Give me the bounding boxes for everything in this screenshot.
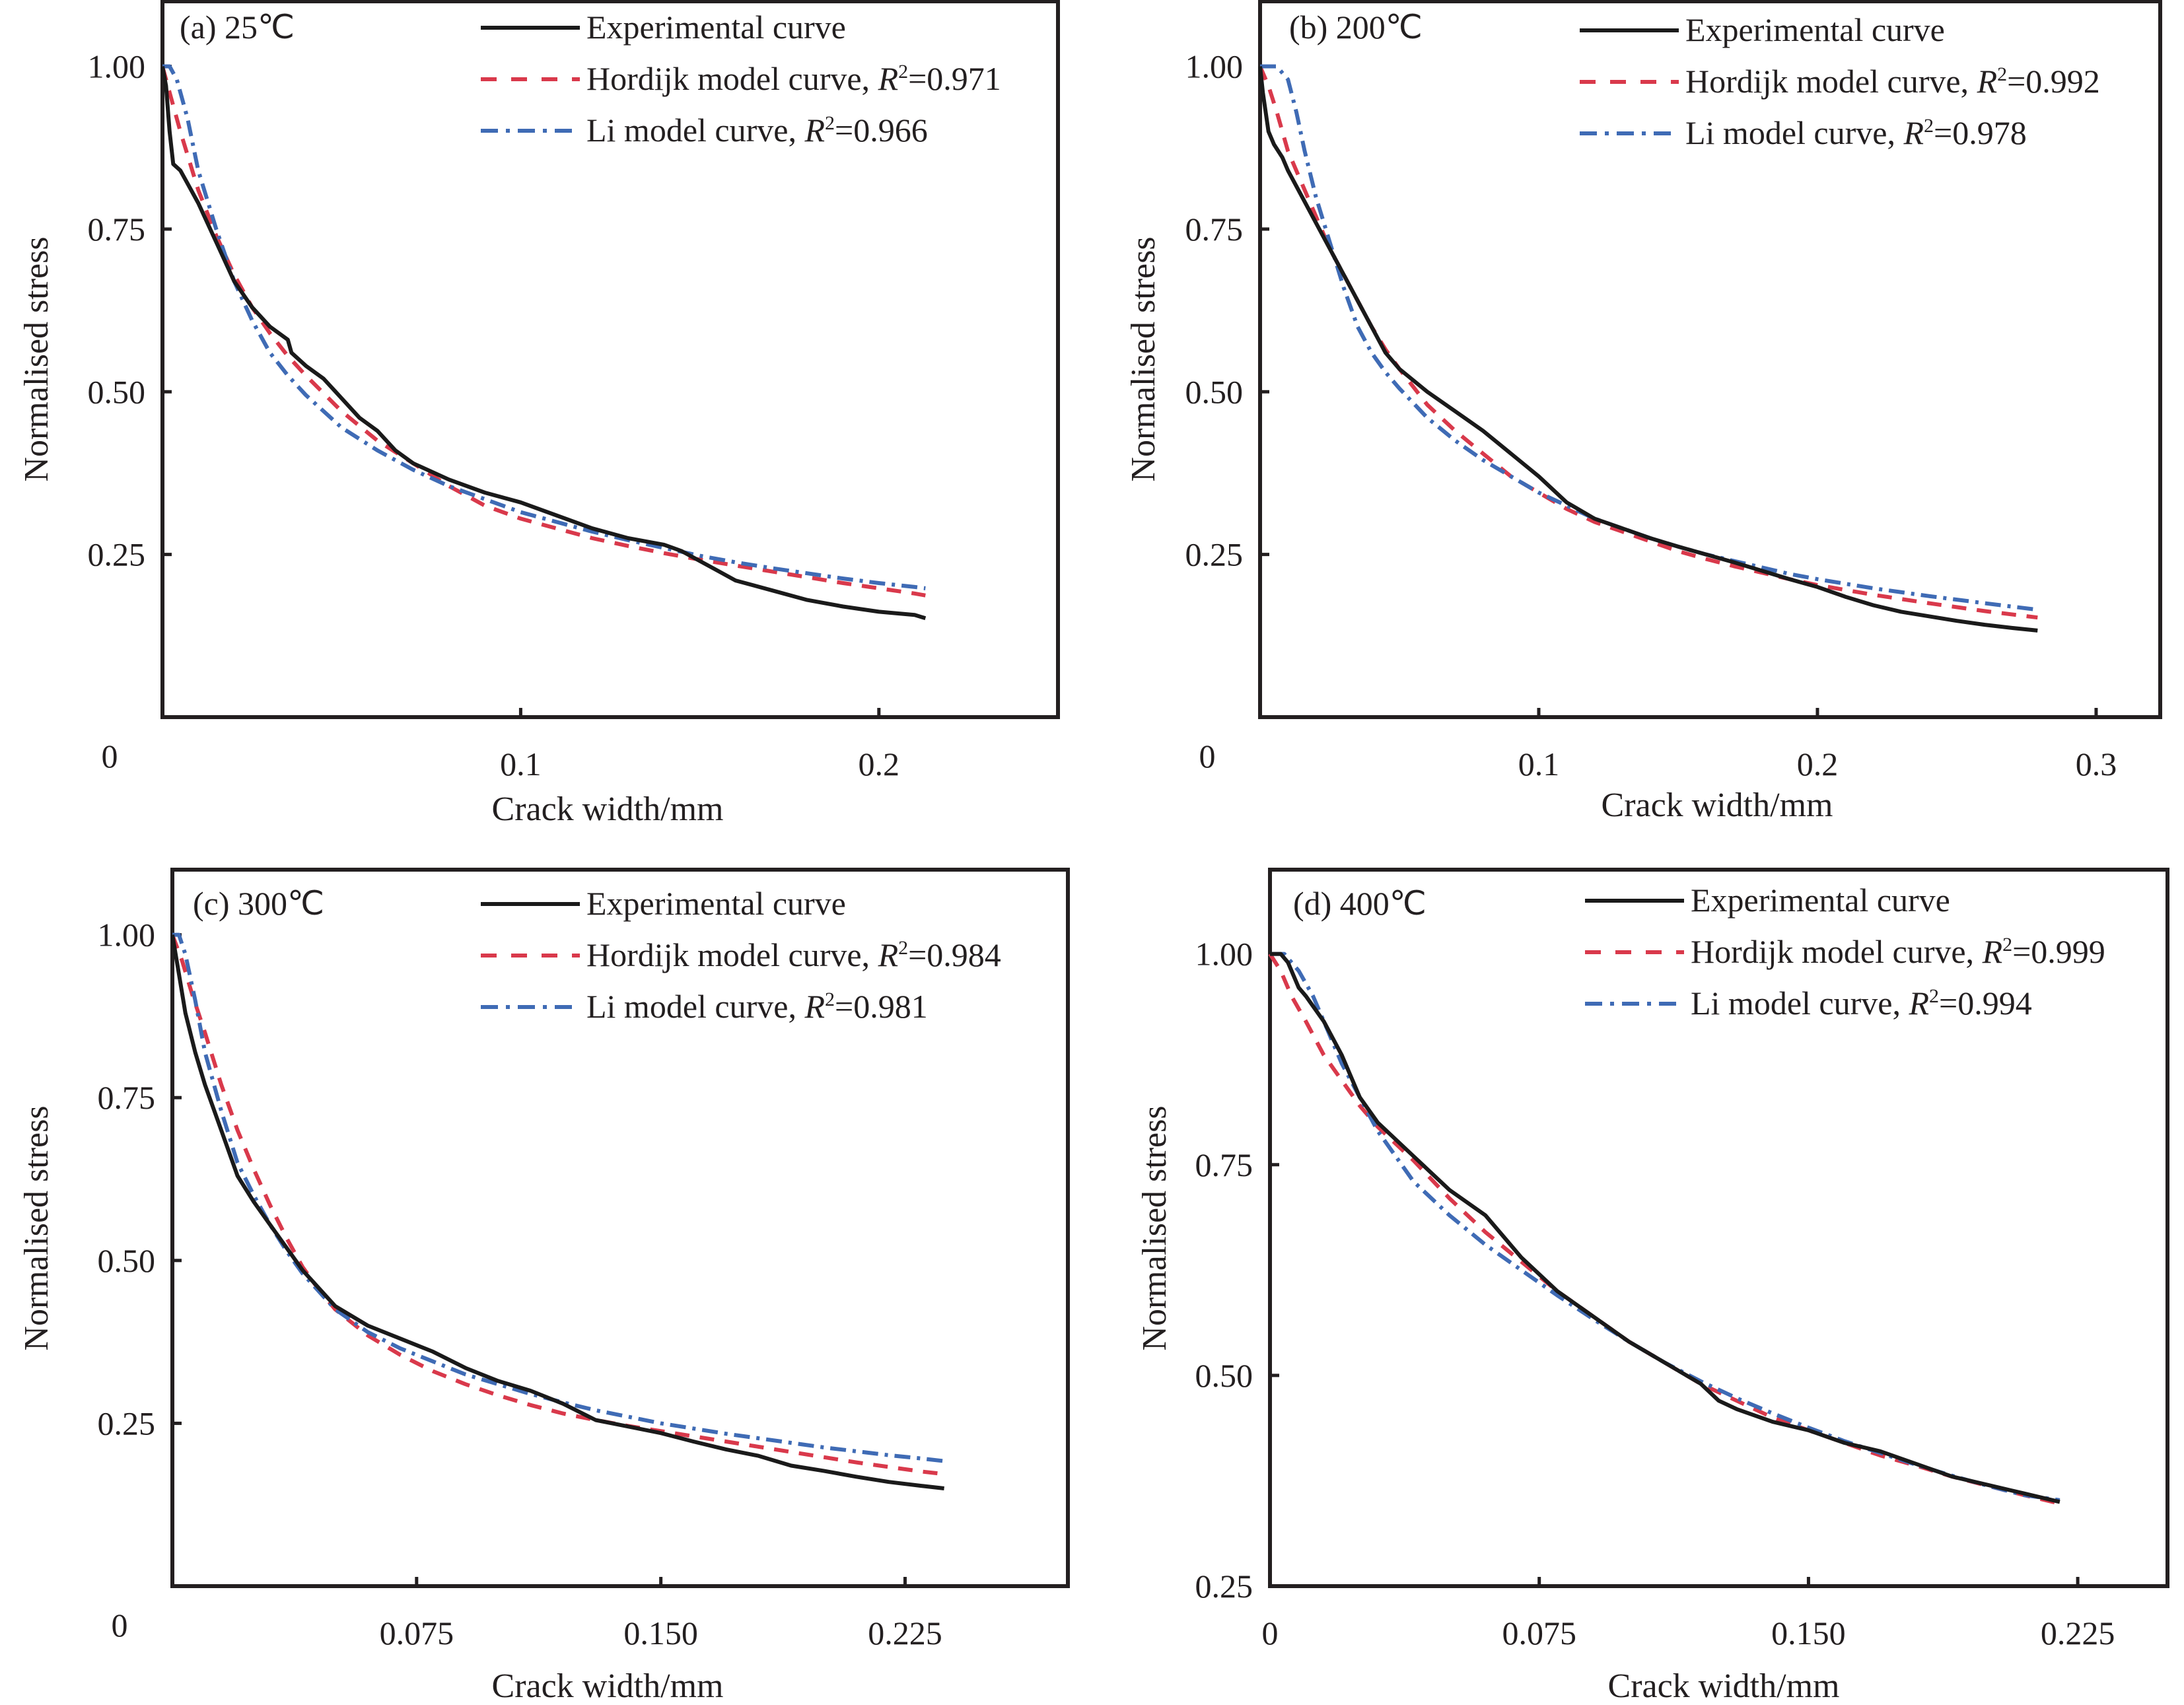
series-line-li bbox=[172, 932, 944, 1463]
y-axis-title: Normalised stress bbox=[18, 1105, 55, 1350]
y-tick-label: 0.75 bbox=[1185, 211, 1244, 248]
x-tick-label: 0.1 bbox=[500, 746, 542, 783]
x-origin-label: 0 bbox=[1199, 738, 1216, 775]
panel-b: (b) 200℃ Crack width/mm Normalised stres… bbox=[1125, 0, 2162, 824]
legend-label-experimental: Experimental curve bbox=[1691, 882, 1950, 919]
y-tick-label: 0.50 bbox=[88, 373, 146, 410]
plot-frame bbox=[170, 868, 1070, 1588]
y-tick-label: 0.50 bbox=[1185, 373, 1244, 410]
y-tick-label: 0.25 bbox=[1195, 1568, 1253, 1605]
panel-label: (d) 400℃ bbox=[1293, 885, 1427, 922]
y-tick-label: 0.25 bbox=[88, 536, 146, 573]
series-line-li bbox=[162, 64, 926, 590]
x-tick-label: 0.150 bbox=[623, 1615, 698, 1652]
y-tick-label: 1.00 bbox=[88, 48, 146, 85]
legend-label-hordijk: Hordijk model curve, R2=0.992 bbox=[1685, 63, 2100, 100]
x-tick-label: 0.2 bbox=[859, 746, 900, 783]
series-line-experimental bbox=[1270, 952, 2061, 1504]
series-line-experimental bbox=[160, 65, 927, 621]
plot-frame bbox=[1268, 868, 2169, 1588]
series-line-hordijk bbox=[160, 65, 926, 598]
plot-frame bbox=[1258, 0, 2162, 719]
y-tick-label: 0.75 bbox=[1195, 1146, 1253, 1183]
panel-a: (a) 25℃ Crack width/mm Normalised stress… bbox=[18, 0, 1060, 828]
x-tick-label: 0.075 bbox=[1502, 1615, 1576, 1652]
legend-label-li: Li model curve, R2=0.966 bbox=[586, 112, 928, 149]
series-line-experimental bbox=[1258, 66, 2038, 633]
y-tick-label: 1.00 bbox=[1195, 936, 1253, 973]
y-tick-label: 0.75 bbox=[98, 1079, 156, 1116]
x-axis-title: Crack width/mm bbox=[492, 790, 724, 828]
panel-label: (c) 300℃ bbox=[193, 885, 324, 922]
y-axis-title: Normalised stress bbox=[1136, 1105, 1174, 1350]
series-line-hordijk bbox=[1268, 952, 2061, 1506]
legend-label-experimental: Experimental curve bbox=[1685, 11, 1945, 48]
x-tick-label: 0.150 bbox=[1771, 1615, 1846, 1652]
x-axis-title: Crack width/mm bbox=[1602, 786, 1833, 824]
legend-label-hordijk: Hordijk model curve, R2=0.971 bbox=[586, 60, 1001, 97]
x-origin-label: 0 bbox=[102, 738, 118, 775]
x-tick-label: 0.1 bbox=[1518, 746, 1560, 783]
x-tick-label: 0 bbox=[1262, 1615, 1279, 1652]
panel-label: (b) 200℃ bbox=[1289, 9, 1423, 46]
panel-c: (c) 300℃ Crack width/mm Normalised stres… bbox=[18, 868, 1070, 1705]
x-tick-label: 0.075 bbox=[380, 1615, 454, 1652]
plot-frame bbox=[160, 0, 1060, 719]
x-tick-label: 0.2 bbox=[1797, 746, 1839, 783]
legend-label-experimental: Experimental curve bbox=[586, 885, 846, 922]
y-tick-label: 0.50 bbox=[98, 1242, 156, 1279]
x-tick-label: 0.3 bbox=[2076, 746, 2117, 783]
series-line-hordijk bbox=[170, 934, 944, 1477]
y-tick-label: 1.00 bbox=[1185, 48, 1244, 85]
legend-label-hordijk: Hordijk model curve, R2=0.999 bbox=[1691, 933, 2105, 970]
panel-label: (a) 25℃ bbox=[180, 9, 295, 46]
y-axis-title: Normalised stress bbox=[1125, 236, 1162, 481]
x-tick-label: 0.225 bbox=[2041, 1615, 2115, 1652]
series-line-li bbox=[1270, 952, 2061, 1502]
x-origin-label: 0 bbox=[112, 1607, 128, 1644]
y-axis-title: Normalised stress bbox=[18, 236, 55, 481]
legend-label-li: Li model curve, R2=0.994 bbox=[1691, 985, 2032, 1022]
y-tick-label: 1.00 bbox=[98, 917, 156, 954]
series-line-experimental bbox=[170, 934, 944, 1490]
x-axis-title: Crack width/mm bbox=[492, 1667, 724, 1705]
y-tick-label: 0.75 bbox=[88, 211, 146, 248]
legend-label-li: Li model curve, R2=0.981 bbox=[586, 988, 928, 1025]
panel-d: (d) 400℃ Crack width/mm Normalised stres… bbox=[1136, 868, 2169, 1705]
legend-label-hordijk: Hordijk model curve, R2=0.984 bbox=[586, 936, 1001, 973]
legend-label-experimental: Experimental curve bbox=[586, 9, 846, 46]
y-tick-label: 0.25 bbox=[1185, 536, 1244, 573]
y-tick-label: 0.25 bbox=[98, 1405, 156, 1442]
series-line-li bbox=[1260, 64, 2038, 612]
x-axis-title: Crack width/mm bbox=[1608, 1667, 1840, 1705]
legend-label-li: Li model curve, R2=0.978 bbox=[1685, 114, 2027, 151]
x-tick-label: 0.225 bbox=[868, 1615, 942, 1652]
y-tick-label: 0.50 bbox=[1195, 1357, 1253, 1394]
